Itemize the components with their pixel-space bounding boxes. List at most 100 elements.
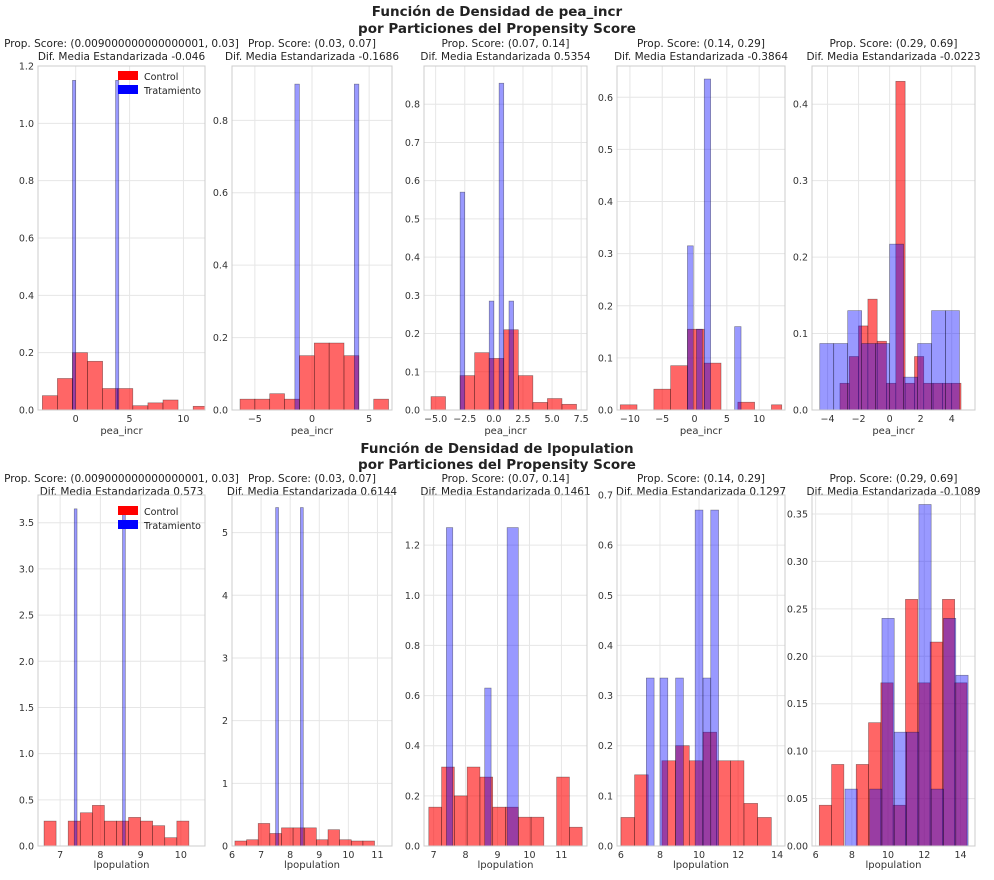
ytick-label: 1.0	[19, 749, 34, 760]
panel-smd: Dif. Media Estandarizada -0.3864	[614, 51, 788, 63]
ytick-label: 0.6	[405, 691, 420, 702]
ytick-label: 2	[222, 716, 228, 727]
bar-treatment	[508, 300, 514, 411]
bar-treatment	[646, 677, 655, 847]
xtick-label: 10	[693, 850, 705, 861]
x-axis-label: lpopulation	[673, 860, 729, 871]
ytick-label: 1.2	[19, 62, 34, 73]
x-axis-label: lpopulation	[94, 860, 150, 871]
bar-control	[104, 820, 117, 847]
xtick-label: 4	[949, 414, 955, 425]
axes-frame	[231, 494, 393, 847]
ytick-label: 0.5	[19, 795, 34, 806]
xtick-label: −5	[248, 414, 262, 425]
xtick-label: −2.5	[453, 414, 476, 425]
bar-control	[128, 817, 141, 847]
panel-smd: Dif. Media Estandarizada -0.0223	[806, 51, 980, 63]
panel: Prop. Score: (0.14, 0.29]Dif. Media Esta…	[598, 473, 786, 871]
axes-frame	[616, 65, 786, 411]
ytick-label: 0.2	[598, 301, 613, 312]
xtick-label: 2	[918, 414, 924, 425]
xtick-label: 0	[73, 414, 79, 425]
ytick-label: 0.0	[405, 406, 420, 417]
bar-treatment	[918, 504, 932, 847]
panel-smd: Dif. Media Estandarizada 0.6144	[227, 486, 398, 498]
bar-control	[79, 812, 93, 847]
bar-control	[246, 839, 259, 847]
panel-smd: Dif. Media Estandarizada 0.1297	[616, 486, 786, 498]
bar-treatment	[943, 618, 957, 847]
ytick-label: 0.4	[793, 100, 808, 111]
ytick-label: 0	[222, 842, 228, 853]
bar-control	[304, 827, 317, 847]
xtick-label: −5	[655, 414, 669, 425]
axes-frame	[37, 65, 206, 411]
panel-smd: Dif. Media Estandarizada 0.1461	[420, 486, 590, 498]
bar-control	[339, 839, 352, 847]
ytick-label: 0.6	[19, 234, 34, 245]
xtick-label: 14	[771, 850, 783, 861]
xtick-label: 7.5	[574, 414, 589, 425]
bar-control	[530, 816, 545, 847]
row-subtitle: por Particiones del Propensity Score	[358, 21, 636, 37]
bar-control	[518, 375, 534, 411]
bar-treatment	[931, 310, 946, 411]
bar-control	[430, 396, 446, 411]
bar-control	[474, 352, 490, 411]
xtick-label: 10	[523, 850, 535, 861]
row-lpopulation: Función de Densidad de lpopulation por P…	[4, 441, 980, 871]
axes-frame	[37, 494, 206, 847]
ytick-label: 0.6	[405, 176, 420, 187]
ytick-label: 0.25	[787, 604, 808, 615]
bar-treatment	[122, 508, 126, 847]
bar-control	[192, 405, 206, 411]
bar-control	[855, 764, 869, 847]
bar-treatment	[696, 328, 703, 411]
bar-control	[176, 820, 190, 847]
x-axis-label: pea_incr	[872, 426, 915, 437]
bar-treatment	[847, 310, 862, 411]
panel-title: Prop. Score: (0.07, 0.14]	[442, 38, 570, 50]
ytick-label: 0.4	[598, 197, 613, 208]
xtick-label: 10	[882, 850, 894, 861]
panel: Prop. Score: (0.29, 0.69]Dif. Media Esta…	[787, 473, 981, 871]
bar-treatment	[115, 80, 120, 411]
bar-treatment	[844, 788, 858, 847]
axes-frame	[811, 65, 976, 411]
bar-treatment	[917, 343, 932, 411]
bar-control	[328, 342, 345, 411]
ytick-label: 0.2	[405, 329, 420, 340]
bar-control	[316, 839, 329, 847]
xtick-label: 6	[618, 850, 624, 861]
bar-control	[831, 764, 845, 847]
bar-control	[818, 804, 832, 847]
bar-treatment	[703, 78, 711, 411]
ytick-label: 0.0	[19, 842, 34, 853]
bar-treatment	[930, 788, 944, 847]
ytick-label: 0.3	[598, 691, 613, 702]
bar-control	[117, 388, 134, 411]
row-title: Función de Densidad de lpopulation	[360, 441, 633, 457]
panel-title: Prop. Score: (0.14, 0.29]	[637, 38, 765, 50]
legend: Control Tratamiento	[118, 506, 201, 532]
panel-title: Prop. Score: (0.14, 0.29]	[637, 473, 765, 485]
xtick-label: 0.0	[486, 414, 501, 425]
bar-control	[57, 378, 73, 411]
row-subtitle: por Particiones del Propensity Score	[358, 457, 636, 473]
xtick-label: −5.0	[424, 414, 447, 425]
bar-control	[42, 395, 58, 411]
legend-swatch-control	[118, 506, 138, 515]
ytick-label: 1	[222, 779, 228, 790]
xtick-label: 8	[657, 850, 663, 861]
xtick-label: 5	[366, 414, 372, 425]
bar-control	[299, 355, 315, 411]
bar-control	[547, 398, 563, 411]
bar-treatment	[833, 343, 849, 411]
bar-control	[257, 823, 271, 847]
xtick-label: 10	[175, 850, 187, 861]
x-axis-label: lpopulation	[478, 860, 534, 871]
xtick-label: 10	[177, 414, 189, 425]
panel-title: Prop. Score: (0.07, 0.14]	[442, 473, 570, 485]
bar-treatment	[275, 507, 279, 847]
